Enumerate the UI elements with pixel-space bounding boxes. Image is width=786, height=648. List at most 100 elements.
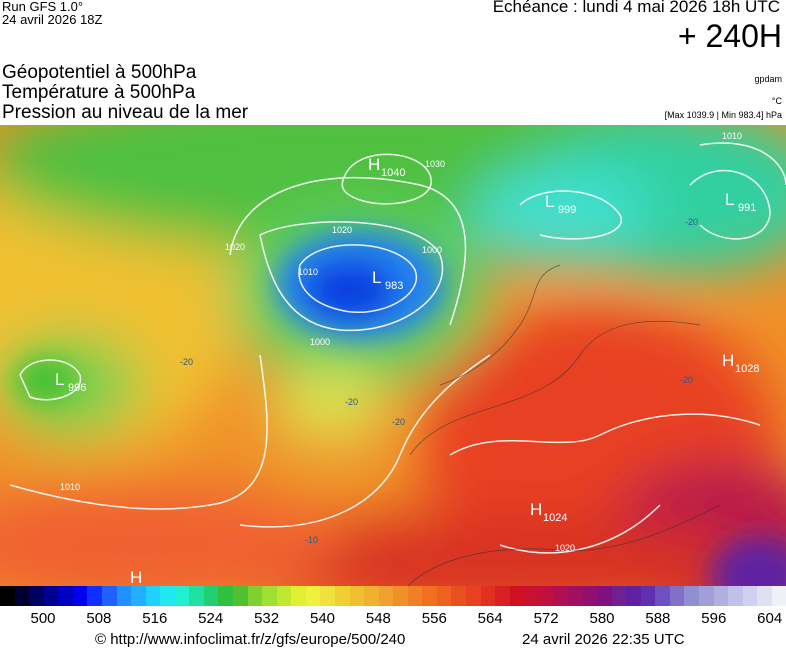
isobar-label: 1000 [422,245,442,255]
pressure-symbol: L [55,370,64,389]
scale-swatch [728,586,743,606]
scale-label: 564 [477,610,503,627]
scale-swatch [422,586,437,606]
scale-swatch [72,586,88,606]
pressure-value: 996 [68,382,86,394]
scale-swatch [291,586,306,606]
scale-label: 524 [198,610,224,627]
scale-swatch [611,586,627,606]
scale-swatch [43,586,59,606]
scale-swatch [145,586,161,606]
scale-swatch [393,586,408,606]
isobar-label: 1020 [225,242,245,252]
scale-swatch [364,586,379,606]
pressure-symbol: L [725,190,734,209]
pressure-symbol: H [722,351,734,370]
scale-swatch [509,586,525,606]
scale-label: 548 [365,610,391,627]
temperature-label: -20 [345,397,358,407]
scale-swatch [553,586,568,606]
scale-swatch [495,586,510,606]
scale-swatch [233,586,248,606]
temperature-label: -20 [180,357,193,367]
unit: gpdam [754,74,782,84]
pressure-value: 991 [738,202,756,214]
lead-time: + 240H [677,18,782,54]
scale-swatch [524,586,539,606]
pressure-symbol: H [130,568,142,586]
isobar-label: 1010 [60,482,80,492]
pressure-symbol: H [530,500,542,519]
scale-swatch [58,586,73,606]
scale-label: 516 [142,610,168,627]
isobar-label: 1030 [425,159,445,169]
scale-swatch [466,586,481,606]
scale-label: 580 [589,610,615,627]
pressure-symbol: H [368,155,380,174]
scale-swatch [436,586,452,606]
scale-label: 604 [757,610,783,627]
scale-swatch [116,586,132,606]
run-date: 24 avril 2026 18Z [2,12,103,27]
scale-swatch [480,586,496,606]
scale-swatch [378,586,394,606]
pressure-value: 983 [385,280,403,292]
scale-swatch [218,586,233,606]
temperature-label: -20 [392,417,405,427]
pressure-value: 1040 [381,167,405,179]
scale-label: 572 [533,610,559,627]
scale-swatch [131,586,146,606]
scale-swatch [189,586,204,606]
scale-swatch [101,586,117,606]
scale-swatch [262,586,277,606]
valid-time: Echéance : lundi 4 mai 2026 18h UTC [492,0,780,16]
scale-swatch [582,586,598,606]
scale-label: 500 [30,610,56,627]
isobar-label: 1010 [722,131,742,141]
scale-swatch [742,586,758,606]
title: Géopotentiel à 500hPa [2,62,197,83]
scale-label: 588 [645,610,671,627]
scale-swatch [538,586,554,606]
scale-swatch [0,586,15,606]
scale-swatch [334,586,350,606]
scale-label: 508 [86,610,112,627]
scale-swatch [349,586,365,606]
scale-swatch [669,586,685,606]
scale-swatch [699,586,714,606]
pressure-value: 1028 [735,363,759,375]
temperature-label: -20 [685,217,698,227]
title: Température à 500hPa [2,82,196,103]
scale-swatch [757,586,772,606]
color-scale [0,586,786,606]
isobar-label: 1000 [310,337,330,347]
scale-label: 596 [701,610,727,627]
pressure-range: [Max 1039.9 | Min 983.4] hPa [664,110,782,120]
scale-swatch [567,586,583,606]
scale-label: 540 [309,610,336,627]
generated: 24 avril 2026 22:35 UTC [522,631,685,648]
temperature-label: -20 [680,375,693,385]
scale-label: 556 [421,610,447,627]
temperature-label: -10 [305,535,318,545]
scale-swatch [626,586,641,606]
scale-swatch [14,586,30,606]
run: Run GFS 1.0° [2,0,84,14]
scale-swatch [640,586,656,606]
scale-swatch [320,586,335,606]
scale-swatch [203,586,219,606]
scale-label: 532 [254,610,280,627]
title: Pression au niveau de la mer [2,102,249,123]
pressure-value: 1024 [543,512,567,524]
scale-swatch [713,586,729,606]
scale-swatch [684,586,699,606]
scale-swatch [276,586,292,606]
isobar-label: 1020 [555,543,575,553]
scale-swatch [407,586,423,606]
scale-swatch [29,586,44,606]
scale-swatch [174,586,190,606]
source: © http://www.infoclimat.fr/z/gfs/europe/… [95,631,406,648]
scale-swatch [247,586,263,606]
